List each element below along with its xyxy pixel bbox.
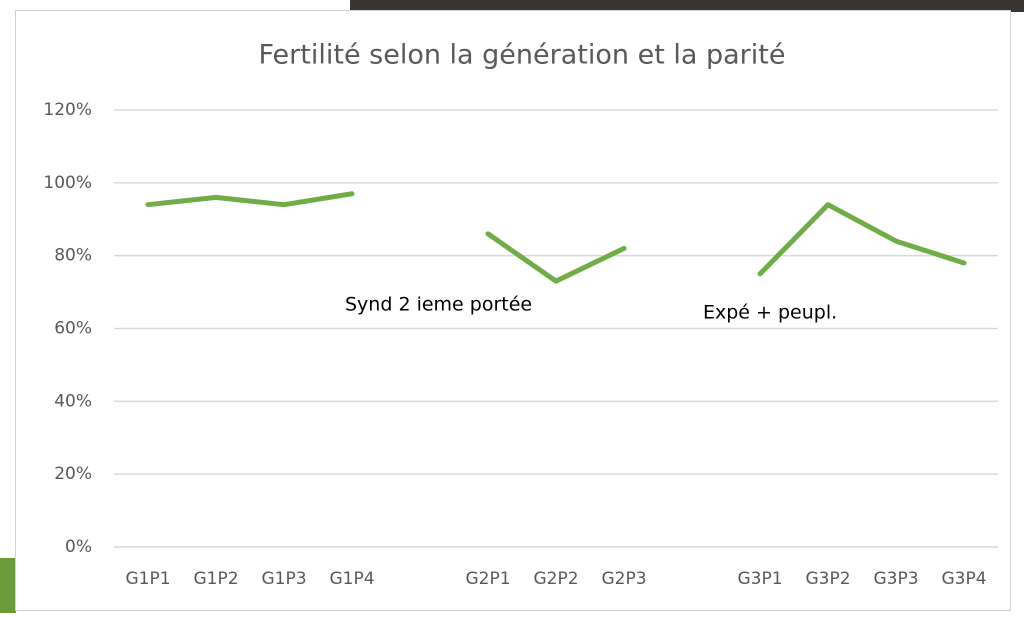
x-tick-label: G1P3 [261,569,306,589]
annotation: Expé + peupl. [703,302,837,324]
background-block [0,558,16,613]
x-tick-label: G3P4 [941,569,986,589]
chart-title: Fertilité selon la génération et la pari… [259,40,786,71]
y-tick-label: 0% [65,537,92,557]
x-tick-label: G3P2 [805,569,850,589]
x-tick-label: G3P1 [737,569,782,589]
x-tick-label: G2P1 [465,569,510,589]
y-tick-label: 80% [54,246,92,266]
x-tick-label: G1P4 [329,569,374,589]
y-tick-label: 20% [54,464,92,484]
x-tick-label: G1P2 [193,569,238,589]
x-tick-label: G2P2 [533,569,578,589]
y-tick-label: 40% [54,391,92,411]
y-tick-label: 60% [54,319,92,339]
background-photo [350,0,1024,12]
x-tick-label: G1P1 [125,569,170,589]
y-tick-label: 100% [43,173,92,193]
line-series [145,191,967,284]
x-tick-label: G2P3 [601,569,646,589]
y-tick-label: 120% [43,100,92,120]
annotation: Synd 2 ieme portée [345,294,532,316]
x-tick-label: G3P3 [873,569,918,589]
